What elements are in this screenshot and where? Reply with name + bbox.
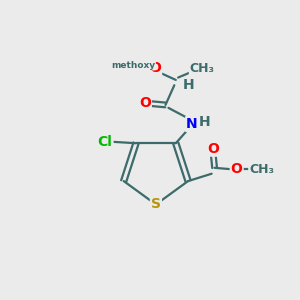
Text: O: O — [149, 61, 161, 75]
Text: CH₃: CH₃ — [249, 163, 274, 176]
Text: H: H — [182, 78, 194, 92]
Text: H: H — [199, 115, 210, 129]
Text: N: N — [186, 117, 198, 131]
Text: O: O — [231, 162, 243, 176]
Text: CH₃: CH₃ — [190, 61, 215, 75]
Text: S: S — [151, 197, 161, 212]
Text: O: O — [139, 97, 151, 110]
Text: methoxy: methoxy — [111, 61, 155, 70]
Text: O: O — [207, 142, 219, 156]
Text: Cl: Cl — [98, 135, 112, 149]
